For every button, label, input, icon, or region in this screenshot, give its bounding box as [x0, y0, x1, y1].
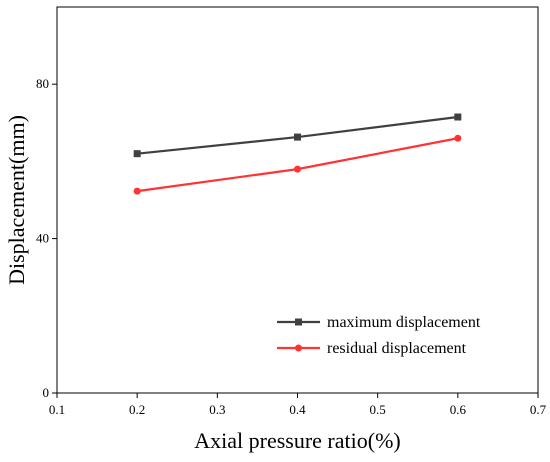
- y-tick-label: 0: [43, 385, 50, 400]
- legend-label: maximum displacement: [327, 314, 481, 331]
- legend: maximum displacement residual displacemen…: [277, 314, 481, 357]
- x-tick-label: 0.4: [289, 402, 306, 417]
- x-axis-ticks: 0.1 0.2 0.3 0.4 0.5 0.6 0.7: [49, 393, 547, 417]
- series-2: [133, 134, 462, 195]
- data-point-circle: [294, 165, 301, 173]
- series-layer: [133, 113, 462, 195]
- legend-entry-2: residual displacement: [277, 340, 467, 357]
- x-tick-label: 0.2: [129, 402, 145, 417]
- data-point-square: [294, 133, 301, 141]
- x-axis-title: Axial pressure ratio(%): [194, 428, 400, 453]
- y-axis-title: Displacement(mm): [4, 115, 29, 285]
- x-tick-label: 0.5: [370, 402, 386, 417]
- data-point-circle: [133, 187, 141, 195]
- data-point-circle: [295, 344, 302, 352]
- data-point-square: [133, 150, 141, 158]
- legend-label: residual displacement: [327, 340, 467, 357]
- y-axis-ticks: 0 40 80: [36, 76, 57, 400]
- series-1: [133, 113, 462, 158]
- legend-entry-1: maximum displacement: [277, 314, 481, 331]
- plot-frame: [56, 6, 539, 394]
- data-point-square: [295, 318, 302, 326]
- x-tick-label: 0.7: [530, 402, 547, 417]
- x-tick-label: 0.6: [450, 402, 467, 417]
- series-line: [137, 137, 459, 193]
- x-tick-label: 0.3: [209, 402, 225, 417]
- y-tick-label: 40: [36, 231, 49, 246]
- data-point-square: [454, 113, 462, 121]
- data-point-circle: [454, 134, 462, 142]
- y-tick-label: 80: [36, 76, 49, 91]
- x-tick-label: 0.1: [49, 402, 65, 417]
